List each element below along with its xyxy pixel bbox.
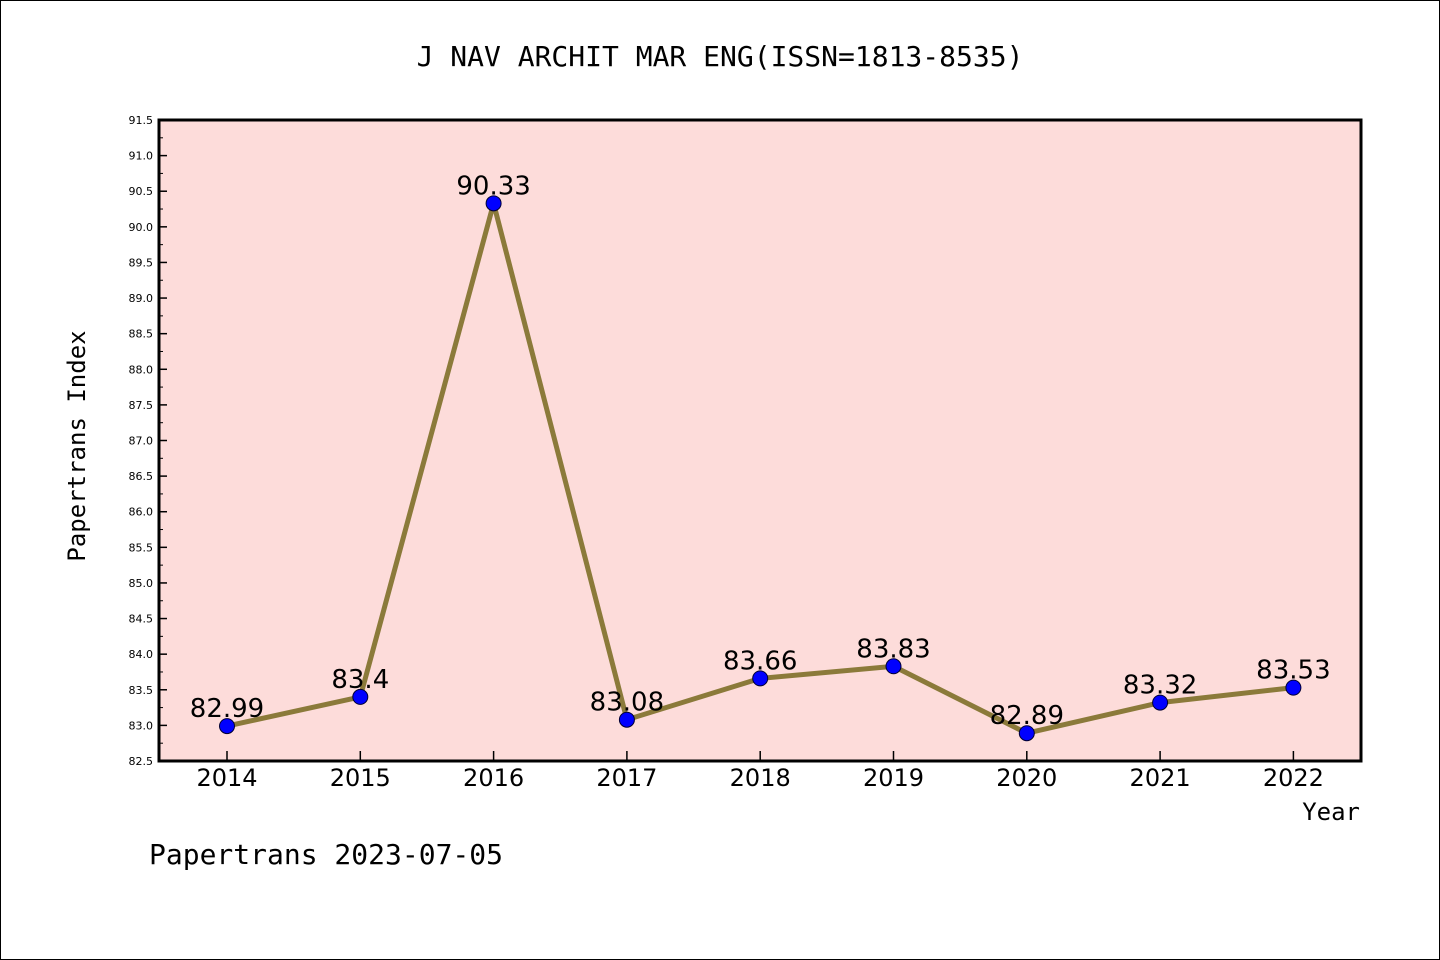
data-label: 82.99 [190,694,264,724]
x-tick-label: 2020 [996,764,1057,792]
data-label: 90.33 [456,171,530,201]
y-tick-label: 91.0 [129,150,154,163]
data-markers [219,195,1302,742]
footer-date: Papertrans 2023-07-05 [149,838,503,871]
data-label: 83.83 [856,634,930,664]
y-tick-label: 86.5 [129,470,154,483]
y-tick-label: 83.0 [129,719,154,732]
data-label: 82.89 [990,701,1064,731]
y-tick-label: 85.0 [129,577,154,590]
x-tick-label: 2022 [1263,764,1324,792]
x-tick-label: 2016 [463,764,524,792]
y-tick-label: 85.5 [129,541,154,554]
x-tick-label: 2017 [596,764,657,792]
x-axis: 2014 2015 2016 2017 2018 2019 2020 2021 2022 [196,751,1324,792]
x-tick-label: 2014 [196,764,257,792]
data-point [1285,679,1302,696]
chart-title: J NAV ARCHIT MAR ENG(ISSN=1813-8535) [417,40,1024,73]
y-tick-label: 82.5 [129,755,154,768]
x-tick-label: 2018 [730,764,791,792]
y-tick-label: 87.0 [129,435,154,448]
data-label: 83.53 [1256,656,1330,686]
y-tick-label: 90.5 [129,185,154,198]
x-tick-label: 2021 [1130,764,1191,792]
y-axis-label: Papertrans Index [63,330,91,561]
x-tick-label: 2019 [863,764,924,792]
y-tick-label: 83.5 [129,684,154,697]
data-label: 83.08 [590,688,664,718]
y-tick-label: 91.5 [129,114,154,127]
x-axis-label: Year [1302,798,1360,826]
y-tick-label: 87.5 [129,399,154,412]
data-point [1152,694,1169,711]
data-label: 83.32 [1123,671,1197,701]
y-axis: 82.5 83.0 83.5 84.0 84.5 85.0 85.5 86.0 86.5 87.0… [129,114,167,768]
data-point [885,658,902,675]
data-point [219,718,235,735]
data-label: 83.66 [723,646,797,676]
y-tick-label: 84.0 [129,648,154,661]
y-tick-label: 86.0 [129,506,154,519]
data-label: 83.4 [331,665,389,695]
data-point [752,670,769,687]
data-point [352,688,369,705]
y-tick-label: 90.0 [129,221,154,234]
data-point [618,711,635,728]
data-labels: 82.99 83.4 90.33 83.08 83.66 83.83 82.89 83.32 8… [190,171,1331,731]
data-point [1018,725,1035,742]
y-tick-label: 88.0 [129,363,154,376]
y-tick-label: 84.5 [129,613,154,626]
y-tick-label: 89.0 [129,292,154,305]
x-tick-label: 2015 [330,764,391,792]
y-tick-label: 89.5 [129,256,154,269]
data-point [485,195,502,212]
plot-area [157,118,1363,763]
y-tick-label: 88.5 [129,328,154,341]
